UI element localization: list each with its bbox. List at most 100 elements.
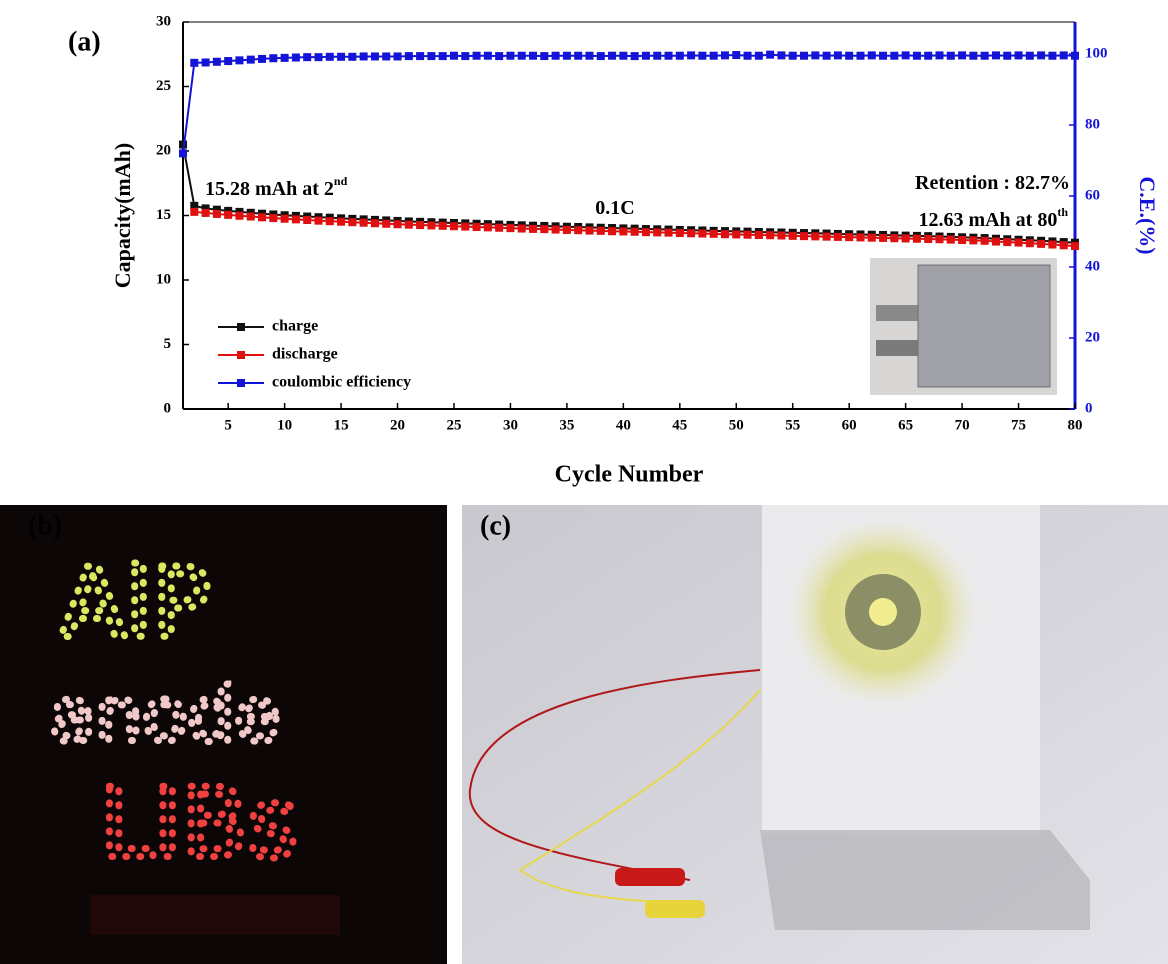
data-point <box>518 52 526 60</box>
data-point <box>450 222 458 230</box>
x-tick-label: 40 <box>616 417 631 433</box>
data-point <box>484 52 492 60</box>
data-point <box>540 225 548 233</box>
data-point <box>981 52 989 60</box>
data-point <box>789 232 797 240</box>
data-point <box>495 52 503 60</box>
led-text: LIBs <box>100 767 298 879</box>
panel-label: (b) <box>28 510 62 541</box>
y2-axis-label: C.E.(%) <box>1135 176 1160 254</box>
data-point <box>281 215 289 223</box>
data-point <box>552 52 560 60</box>
x-tick-label: 30 <box>503 417 518 433</box>
x-tick-label: 5 <box>224 417 232 433</box>
data-point <box>405 221 413 229</box>
data-point <box>597 227 605 235</box>
data-point <box>777 51 785 59</box>
x-tick-label: 55 <box>785 417 800 433</box>
data-point <box>834 51 842 59</box>
data-point <box>416 221 424 229</box>
data-point <box>981 237 989 245</box>
data-point <box>1015 51 1023 59</box>
data-point <box>1048 241 1056 249</box>
data-point <box>902 234 910 242</box>
panel-label: (a) <box>68 26 101 57</box>
inset-photo <box>870 258 1057 395</box>
data-point <box>461 52 469 60</box>
data-point <box>326 217 334 225</box>
annotation: 12.63 mAh at 80th <box>918 205 1068 231</box>
data-point <box>789 52 797 60</box>
data-point <box>1003 238 1011 246</box>
x-tick-label: 15 <box>334 417 349 433</box>
annotation-text: 12.63 mAh at 80 <box>918 209 1057 231</box>
data-point <box>269 54 277 62</box>
data-point <box>879 52 887 60</box>
data-point <box>348 218 356 226</box>
data-point <box>947 52 955 60</box>
data-point <box>213 210 221 218</box>
data-point <box>574 52 582 60</box>
data-point <box>518 225 526 233</box>
data-point <box>1026 52 1034 60</box>
data-point <box>665 52 673 60</box>
data-point <box>732 51 740 59</box>
annotation-sup: th <box>1057 205 1068 219</box>
data-point <box>585 52 593 60</box>
data-point <box>631 52 639 60</box>
data-point <box>405 52 413 60</box>
data-point <box>427 221 435 229</box>
data-point <box>213 58 221 66</box>
data-point <box>303 53 311 61</box>
data-point <box>190 208 198 216</box>
data-point <box>936 235 944 243</box>
data-point <box>800 232 808 240</box>
page: (a)(b)(c)AlPanodeLIBs5101520253035404550… <box>0 0 1168 964</box>
data-point <box>450 52 458 60</box>
data-point <box>710 52 718 60</box>
x-tick-label: 20 <box>390 417 405 433</box>
data-point <box>845 233 853 241</box>
data-point <box>811 51 819 59</box>
data-point <box>676 229 684 237</box>
data-point <box>969 236 977 244</box>
data-point <box>744 52 752 60</box>
data-point <box>506 52 514 60</box>
data-point <box>958 236 966 244</box>
annotation: 15.28 mAh at 2nd <box>205 174 348 200</box>
data-point <box>563 52 571 60</box>
data-point <box>439 52 447 60</box>
data-point <box>958 51 966 59</box>
legend-label: coulombic efficiency <box>272 374 411 391</box>
data-point <box>1048 52 1056 60</box>
data-point <box>766 231 774 239</box>
data-point <box>653 52 661 60</box>
data-point <box>732 230 740 238</box>
data-point <box>563 226 571 234</box>
data-point <box>360 219 368 227</box>
data-point <box>529 52 537 60</box>
data-point <box>1071 52 1079 60</box>
data-point <box>608 227 616 235</box>
data-point <box>823 233 831 241</box>
data-point <box>202 58 210 66</box>
panel-label: (c) <box>480 510 511 541</box>
data-point <box>427 52 435 60</box>
data-point <box>992 238 1000 246</box>
annotation: 0.1C <box>595 197 634 219</box>
data-point <box>834 233 842 241</box>
annotation-text: Retention : 82.7% <box>915 172 1070 194</box>
data-point <box>936 51 944 59</box>
data-point <box>382 220 390 228</box>
data-point <box>766 51 774 59</box>
data-point <box>292 215 300 223</box>
y2-tick-label: 20 <box>1085 329 1100 345</box>
data-point <box>969 52 977 60</box>
data-point <box>281 54 289 62</box>
data-point <box>314 217 322 225</box>
data-point <box>360 52 368 60</box>
x-tick-label: 60 <box>842 417 857 433</box>
data-point <box>947 236 955 244</box>
y2-tick-label: 40 <box>1085 258 1100 274</box>
data-point <box>811 232 819 240</box>
